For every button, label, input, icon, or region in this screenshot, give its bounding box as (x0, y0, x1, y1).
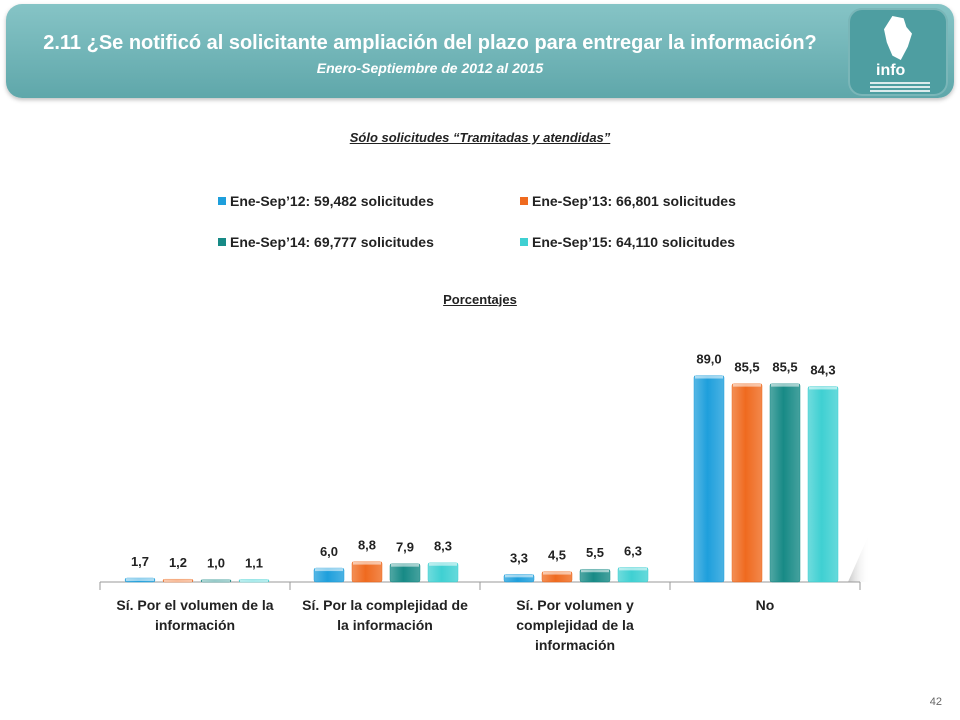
bar-highlight (315, 568, 343, 572)
legend-item-2013: Ene-Sep’13: 66,801 solicitudes (520, 193, 736, 209)
bar-shadow (848, 532, 870, 582)
page-subtitle: Enero-Septiembre de 2012 al 2015 (316, 60, 544, 76)
category-label: complejidad de la (516, 617, 634, 633)
bar-highlight (429, 562, 457, 566)
legend-item-2015: Ene-Sep’15: 64,110 solicitudes (520, 234, 735, 250)
category-label: información (535, 637, 615, 653)
category-label: No (756, 597, 775, 613)
data-label: 8,3 (434, 539, 452, 554)
data-label: 8,8 (358, 538, 376, 553)
data-label: 84,3 (810, 362, 835, 377)
bar-highlight (809, 386, 837, 390)
filter-note: Sólo solicitudes “Tramitadas y atendidas… (349, 130, 611, 145)
data-label: 5,5 (586, 545, 604, 560)
data-label: 6,0 (320, 544, 338, 559)
data-label: 6,3 (624, 543, 642, 558)
city-map-icon (884, 16, 912, 60)
category-label: Sí. Por el volumen de la (116, 597, 273, 613)
logo-text: info (876, 62, 906, 79)
legend-label-2013: Ene-Sep’13: 66,801 solicitudes (532, 193, 736, 209)
bar-0-1 (313, 567, 345, 583)
bar-highlight (543, 571, 571, 575)
bar-highlight (733, 383, 761, 387)
info-logo: info (848, 8, 948, 96)
data-label: 85,5 (734, 360, 759, 375)
data-label: 1,0 (207, 556, 225, 571)
category-label: Sí. Por volumen y (516, 597, 634, 613)
legend-label-2015: Ene-Sep’15: 64,110 solicitudes (532, 234, 736, 250)
legend-swatch-2013 (520, 197, 528, 205)
logo-caption-lines (870, 82, 930, 84)
data-label: 4,5 (548, 548, 566, 563)
legend-swatch-2015 (520, 238, 528, 246)
bar-highlight (240, 579, 268, 582)
legend-label-2012: Ene-Sep’12: 59,482 solicitudes (230, 193, 434, 209)
page-number: 42 (929, 696, 942, 708)
bar-chart: 1,7 6,0 3,3 89,0 1,2 8,8 4,5 85,5 1,0 7,9 5,5 85,5 1… (99, 352, 870, 653)
data-label: 7,9 (396, 540, 414, 555)
bar-highlight (126, 578, 154, 582)
title-banner: 2.11 ¿Se notificó al solicitante ampliac… (6, 4, 954, 98)
bar-highlight (202, 579, 230, 582)
legend-swatch-2012 (218, 197, 226, 205)
bar-3-3 (807, 386, 839, 583)
bar-0-3 (693, 375, 725, 583)
legend-swatch-2014 (218, 238, 226, 246)
bar-2-3 (769, 383, 801, 583)
data-label: 89,0 (696, 352, 721, 367)
page-title: 2.11 ¿Se notificó al solicitante ampliac… (43, 32, 817, 54)
data-label: 1,1 (245, 555, 263, 570)
category-label: Sí. Por la complejidad de (302, 597, 468, 613)
data-label: 3,3 (510, 550, 528, 565)
units-label: Porcentajes (443, 292, 517, 307)
bar-highlight (771, 383, 799, 387)
bar-1-3 (731, 383, 763, 583)
bar-highlight (353, 561, 381, 565)
bar-highlight (695, 375, 723, 379)
bar-highlight (505, 574, 533, 578)
category-label: la información (337, 617, 433, 633)
bar-highlight (391, 563, 419, 567)
bar-highlight (619, 567, 647, 571)
legend-label-2014: Ene-Sep’14: 69,777 solicitudes (230, 234, 434, 250)
legend-item-2014: Ene-Sep’14: 69,777 solicitudes (218, 234, 434, 250)
bar-highlight (164, 579, 192, 582)
data-label: 85,5 (772, 360, 797, 375)
bar-1-1 (351, 561, 383, 583)
data-label: 1,2 (169, 555, 187, 570)
data-label: 1,7 (131, 554, 149, 569)
category-label: información (155, 617, 235, 633)
legend-item-2012: Ene-Sep’12: 59,482 solicitudes (218, 193, 434, 209)
bar-highlight (581, 569, 609, 573)
